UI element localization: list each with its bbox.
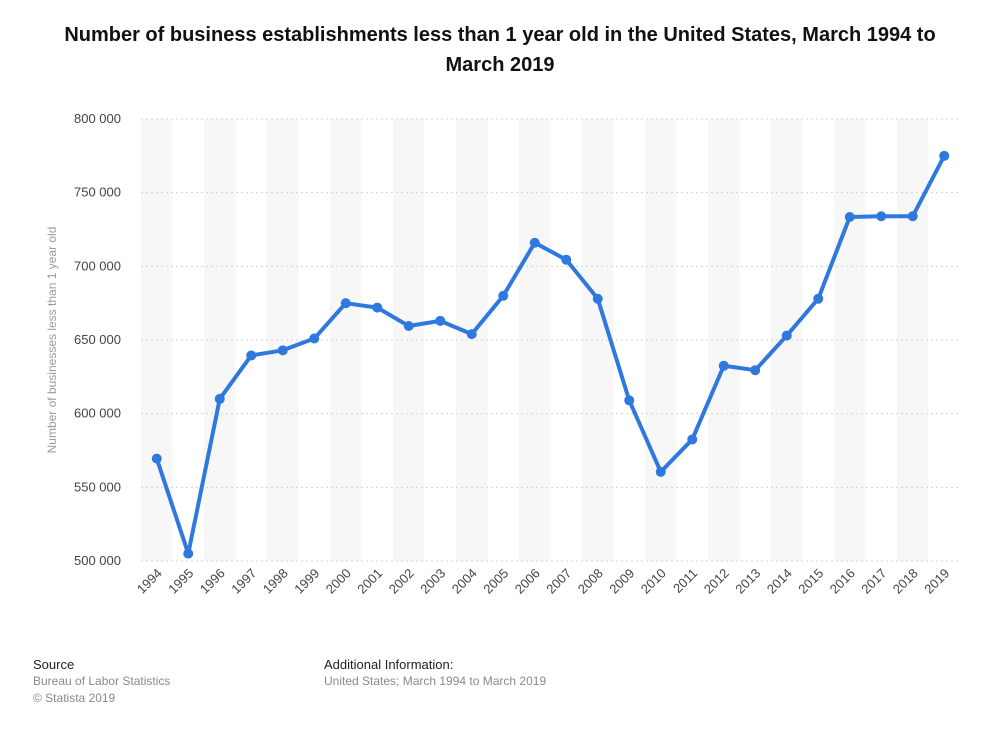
data-point bbox=[876, 211, 887, 222]
band bbox=[708, 119, 740, 561]
x-tick-label: 1999 bbox=[291, 566, 322, 597]
band bbox=[613, 119, 645, 561]
series-line bbox=[154, 153, 947, 556]
y-tick-label: 650 000 bbox=[74, 332, 121, 347]
x-tick-label: 1995 bbox=[165, 566, 196, 597]
x-tick-label: 1998 bbox=[260, 566, 291, 597]
additional-info-block: Additional Information: United States; M… bbox=[324, 656, 546, 690]
copyright-line: © Statista 2019 bbox=[33, 691, 116, 705]
data-point bbox=[498, 290, 509, 301]
x-tick-label: 2017 bbox=[858, 566, 889, 597]
additional-info-heading: Additional Information: bbox=[324, 657, 454, 672]
data-point bbox=[277, 345, 288, 356]
band bbox=[928, 119, 960, 561]
x-tick-label: 2014 bbox=[764, 566, 795, 597]
source-block: Source Bureau of Labor Statistics © Stat… bbox=[33, 656, 170, 707]
band bbox=[519, 119, 551, 561]
data-point bbox=[309, 333, 320, 344]
y-tick-label: 800 000 bbox=[74, 111, 121, 126]
data-point bbox=[529, 237, 540, 248]
data-point bbox=[687, 434, 698, 445]
data-point bbox=[624, 395, 635, 406]
chart-title: Number of business establishments less t… bbox=[64, 24, 936, 76]
data-point bbox=[750, 365, 761, 376]
y-tick-label: 500 000 bbox=[74, 553, 121, 568]
x-tick-label: 2006 bbox=[512, 566, 543, 597]
x-tick-label: 2007 bbox=[543, 566, 574, 597]
x-tick-label: 2010 bbox=[638, 566, 669, 597]
x-tick-label: 2002 bbox=[386, 566, 417, 597]
x-tick-label: 1997 bbox=[228, 566, 259, 597]
x-tick-label: 2008 bbox=[575, 566, 606, 597]
x-tick-label: 2015 bbox=[795, 566, 826, 597]
data-point bbox=[372, 302, 383, 313]
gridlines bbox=[141, 118, 960, 562]
source-line: Bureau of Labor Statistics bbox=[33, 674, 171, 688]
x-tick-label: 1994 bbox=[134, 566, 165, 597]
band bbox=[834, 119, 866, 561]
data-point bbox=[214, 393, 225, 404]
band bbox=[393, 119, 425, 561]
x-tick-label: 2005 bbox=[480, 566, 511, 597]
y-tick-label: 750 000 bbox=[74, 185, 121, 200]
data-point bbox=[466, 329, 477, 340]
x-tick-label: 2013 bbox=[732, 566, 763, 597]
y-axis-label: Number of businesses less than 1 year ol… bbox=[45, 227, 59, 454]
y-axis-tick-labels: 500 000 550 000 600 000 650 000 700 000 750 0… bbox=[74, 111, 121, 568]
data-point bbox=[718, 360, 729, 371]
band bbox=[204, 119, 236, 561]
data-point bbox=[655, 466, 666, 477]
data-point bbox=[592, 293, 603, 304]
data-series bbox=[151, 150, 950, 559]
data-point bbox=[246, 350, 257, 361]
x-tick-label: 2003 bbox=[417, 566, 448, 597]
x-tick-label: 2012 bbox=[701, 566, 732, 597]
x-tick-label: 2004 bbox=[449, 566, 480, 597]
band bbox=[424, 119, 456, 561]
y-tick-label: 600 000 bbox=[74, 406, 121, 421]
data-point bbox=[340, 298, 351, 309]
x-tick-label: 2016 bbox=[827, 566, 858, 597]
x-axis-tick-labels: 1994 1995 1996 1997 1998 1999 2000 2001 2002 2003… bbox=[134, 566, 953, 597]
data-point bbox=[907, 211, 918, 222]
x-tick-label: 2000 bbox=[323, 566, 354, 597]
y-tick-label: 550 000 bbox=[74, 479, 121, 494]
source-heading: Source bbox=[33, 657, 75, 672]
data-point bbox=[151, 453, 162, 464]
data-point bbox=[813, 293, 824, 304]
additional-info-text: United States; March 1994 to March 2019 bbox=[324, 674, 547, 688]
x-tick-label: 2019 bbox=[921, 566, 952, 597]
x-tick-label: 2018 bbox=[890, 566, 921, 597]
data-point bbox=[435, 315, 446, 326]
x-tick-label: 2009 bbox=[606, 566, 637, 597]
x-tick-label: 2011 bbox=[670, 566, 700, 596]
x-tick-label: 1996 bbox=[197, 566, 228, 597]
data-point bbox=[561, 254, 572, 265]
data-point bbox=[781, 330, 792, 341]
x-tick-label: 2001 bbox=[354, 566, 385, 597]
data-point bbox=[844, 211, 855, 222]
data-point bbox=[939, 150, 950, 161]
data-point bbox=[183, 548, 194, 559]
band bbox=[739, 119, 771, 561]
data-point bbox=[403, 321, 414, 332]
y-tick-label: 700 000 bbox=[74, 258, 121, 273]
